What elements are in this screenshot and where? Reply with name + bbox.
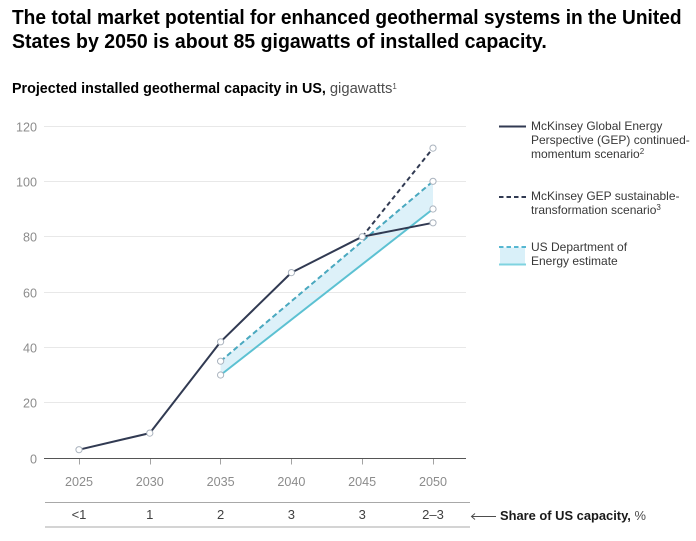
svg-text:120: 120 <box>16 120 37 134</box>
svg-text:3: 3 <box>359 507 366 522</box>
svg-text:80: 80 <box>23 230 37 244</box>
svg-text:<1: <1 <box>72 507 87 522</box>
svg-text:2–3: 2–3 <box>422 507 444 522</box>
svg-text:20: 20 <box>23 396 37 410</box>
svg-text:2025: 2025 <box>65 475 93 489</box>
svg-text:2040: 2040 <box>277 475 305 489</box>
svg-text:100: 100 <box>16 175 37 189</box>
svg-text:2050: 2050 <box>419 475 447 489</box>
svg-text:60: 60 <box>23 286 37 300</box>
svg-text:1: 1 <box>146 507 153 522</box>
svg-text:2035: 2035 <box>207 475 235 489</box>
svg-text:3: 3 <box>288 507 295 522</box>
svg-text:2: 2 <box>217 507 224 522</box>
svg-text:40: 40 <box>23 341 37 355</box>
svg-text:2045: 2045 <box>348 475 376 489</box>
svg-text:2030: 2030 <box>136 475 164 489</box>
svg-text:0: 0 <box>30 452 37 466</box>
